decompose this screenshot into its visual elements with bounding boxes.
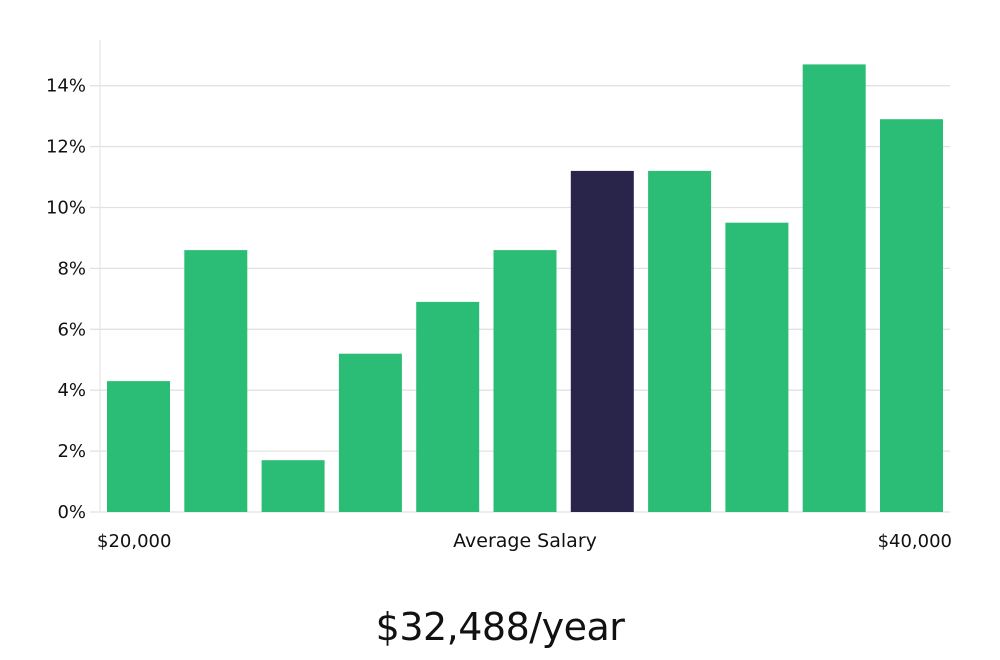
bars xyxy=(107,64,943,513)
y-tick-label: 6% xyxy=(57,319,86,340)
bar xyxy=(880,119,943,512)
y-tick-label: 0% xyxy=(57,502,86,523)
bar xyxy=(338,353,402,512)
y-tick-label: 8% xyxy=(57,258,86,279)
salary-histogram-chart: 0% 2% 4% 6% 8% 10% 12% 14% $20,000 Average Sala… xyxy=(46,40,952,552)
bar xyxy=(725,222,789,512)
bar xyxy=(648,170,712,512)
y-tick-label: 10% xyxy=(46,197,86,218)
bar xyxy=(107,381,170,512)
x-min-label: $20,000 xyxy=(97,531,171,552)
x-max-label: $40,000 xyxy=(878,531,952,552)
x-axis-title: Average Salary xyxy=(453,530,597,552)
bar xyxy=(184,250,248,512)
y-axis-ticks: 0% 2% 4% 6% 8% 10% 12% 14% xyxy=(46,76,86,523)
y-tick-label: 2% xyxy=(57,441,86,462)
y-tick-label: 4% xyxy=(57,380,86,401)
average-salary-value: $32,488/year xyxy=(375,605,625,649)
bar xyxy=(493,250,557,512)
bar xyxy=(261,460,325,512)
y-tick-label: 14% xyxy=(46,76,86,97)
bar xyxy=(802,64,866,513)
bar-highlighted xyxy=(570,170,634,512)
y-tick-label: 12% xyxy=(46,137,86,158)
bar xyxy=(416,301,480,512)
